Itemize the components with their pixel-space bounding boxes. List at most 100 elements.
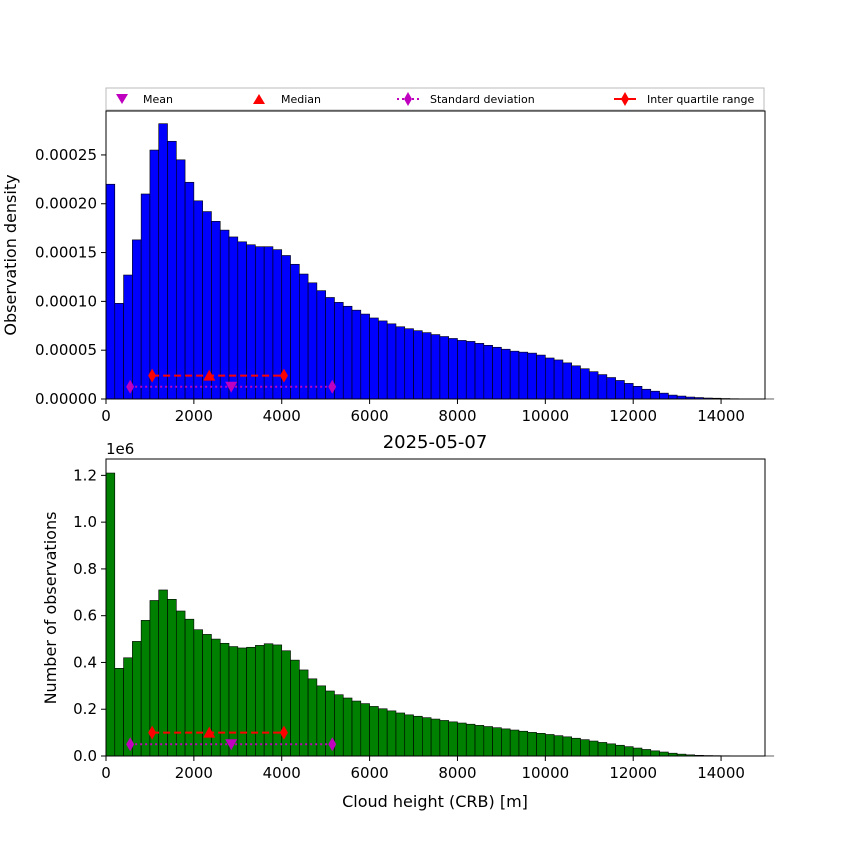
count-bar: [299, 669, 309, 757]
density-median-marker: [203, 369, 216, 381]
count-bar: [615, 744, 625, 757]
count-bar: [553, 735, 564, 757]
density-bar: [465, 341, 476, 400]
density-bar: [562, 362, 572, 400]
density-bar: [588, 371, 599, 400]
density-bar: [553, 359, 564, 400]
count-bar: [597, 742, 608, 757]
count-bar: [140, 620, 151, 757]
density-y-tick-label: 0.00000: [35, 390, 97, 408]
count-bar: [571, 737, 581, 757]
density-std-low-marker: [126, 379, 135, 394]
count-bar: [641, 749, 652, 757]
density-x-tick-label: 14000: [697, 407, 745, 425]
density-bar: [404, 328, 414, 400]
density-bar: [615, 380, 625, 400]
count-bar: [290, 659, 300, 757]
density-bars: [105, 123, 775, 400]
density-bar: [597, 374, 608, 400]
legend-frame: [105, 87, 765, 111]
count-bar: [404, 714, 414, 757]
count-y-tick-label: 1.2: [73, 466, 97, 484]
count-bar: [132, 641, 142, 757]
density-bar: [307, 282, 318, 400]
density-y-ticks: 0.00000 0.00005 0.00010 0.00015 0.00020 0.000…: [35, 146, 106, 408]
density-bar: [509, 350, 520, 400]
count-bar: [474, 725, 485, 757]
count-bar: [659, 751, 669, 757]
count-bar: [439, 720, 449, 757]
count-bar: [193, 629, 203, 757]
density-stat-markers: [126, 368, 337, 394]
count-y-tick-label: 1.0: [73, 513, 97, 531]
count-bar: [246, 646, 256, 757]
count-bar: [342, 697, 353, 757]
count-bar: [457, 722, 467, 757]
count-bar: [483, 726, 493, 757]
count-bar: [562, 736, 572, 757]
count-bar: [413, 715, 423, 757]
count-y-ticks: 0.0 0.2 0.4 0.6 0.8 1.0 1.2: [73, 466, 106, 765]
count-bar: [527, 732, 537, 757]
density-bar: [457, 340, 467, 400]
count-bar: [465, 723, 476, 757]
density-x-tick-label: 10000: [521, 407, 569, 425]
density-bar: [386, 323, 397, 400]
count-y-tick-label: 0.0: [73, 747, 97, 765]
density-bar: [641, 388, 652, 400]
count-x-tick-label: 10000: [521, 764, 569, 782]
count-histogram: 2025-05-07 1e6 0 2000 4000 6000 8000 10000 120…: [41, 432, 775, 811]
density-bar: [659, 392, 669, 400]
legend: Mean Median Standard deviation Inter qua…: [105, 87, 765, 111]
count-bar: [588, 740, 599, 757]
density-bar: [369, 317, 379, 400]
legend-iqr-marker: [621, 92, 629, 106]
density-bar: [202, 211, 212, 400]
legend-iqr-label: Inter quartile range: [647, 93, 754, 106]
count-iqr-low-marker: [148, 725, 157, 740]
density-bar: [149, 149, 160, 400]
density-bar: [474, 343, 485, 400]
count-bar: [369, 706, 379, 757]
density-bar: [219, 229, 230, 400]
density-bar: [378, 320, 388, 400]
count-bar: [580, 739, 590, 757]
count-bar: [158, 589, 168, 757]
legend-mean-marker: [116, 94, 128, 104]
count-y-axis-label: Number of observations: [41, 512, 60, 705]
density-bar: [184, 181, 195, 400]
count-bar: [175, 610, 186, 757]
count-x-tick-label: 12000: [609, 764, 657, 782]
density-bar: [518, 351, 529, 400]
density-y-tick-label: 0.00015: [35, 244, 97, 262]
density-bar: [299, 273, 309, 400]
density-x-tick-label: 0: [101, 407, 111, 425]
density-bar: [132, 239, 142, 400]
count-bars: [105, 472, 775, 757]
count-bar: [114, 668, 124, 757]
count-x-tick-label: 8000: [438, 764, 476, 782]
legend-std-marker: [404, 92, 412, 106]
count-bar: [281, 650, 291, 757]
count-bar: [650, 750, 660, 757]
density-x-ticks: 0 2000 4000 6000 8000 10000 12000 14000: [101, 399, 745, 425]
density-bar: [413, 330, 423, 400]
count-bar: [536, 733, 546, 757]
density-bar: [606, 377, 616, 400]
density-bar: [342, 305, 353, 400]
count-x-ticks: 0 2000 4000 6000 8000 10000 12000 14000: [101, 756, 745, 782]
count-x-tick-label: 4000: [263, 764, 301, 782]
density-iqr-high-marker: [279, 368, 288, 383]
legend-mean-label: Mean: [143, 93, 173, 106]
count-y-tick-label: 0.6: [73, 607, 97, 625]
count-x-tick-label: 6000: [351, 764, 389, 782]
count-bar: [422, 717, 432, 757]
count-mean-marker: [225, 739, 238, 751]
count-bar: [395, 712, 406, 757]
count-bar: [448, 721, 458, 757]
count-bar: [624, 746, 634, 757]
density-x-tick-label: 8000: [438, 407, 476, 425]
count-y-tick-label: 0.2: [73, 700, 97, 718]
density-bar: [167, 140, 177, 400]
